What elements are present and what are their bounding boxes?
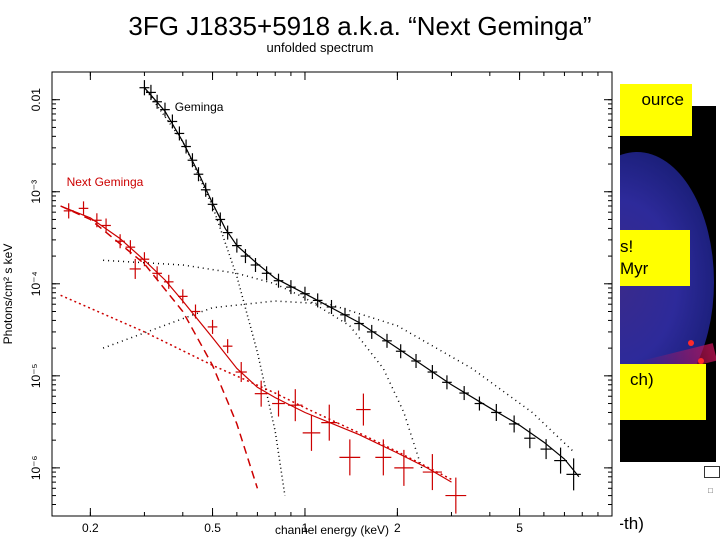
spectrum-chart: unfolded spectrum channel energy (keV) Pho…: [1, 40, 613, 537]
geminga-data-point: [286, 280, 296, 295]
geminga-data-point: [261, 266, 272, 281]
sky-source-dot: [688, 340, 694, 346]
next-geminga-data-point: [222, 339, 233, 354]
y-tick-label: 10⁻⁵: [29, 363, 43, 388]
geminga-data-point: [222, 225, 233, 240]
geminga-model-component: [102, 300, 575, 453]
geminga-data-point: [395, 344, 406, 359]
x-tick-label: 5: [516, 521, 523, 535]
geminga-data-point: [200, 182, 211, 197]
x-tick-label: 2: [394, 521, 401, 535]
geminga-data-point: [566, 458, 581, 491]
note-age-line-1: s!: [620, 237, 634, 256]
x-tick-label: 0.2: [82, 521, 99, 535]
y-tick-label: 10⁻³: [29, 180, 43, 204]
geminga-data-point: [382, 333, 392, 348]
plot-frame: [51, 71, 613, 517]
colorbar-box: [704, 466, 720, 478]
geminga-model-component: [103, 259, 423, 469]
next-geminga-data-point: [375, 439, 392, 476]
series-annotation: Next Geminga: [67, 175, 144, 189]
geminga-data-point: [427, 365, 438, 380]
next-geminga-data-point: [125, 240, 136, 255]
geminga-data-point: [232, 238, 242, 253]
y-axis-label: Photons/cm² s keV: [1, 244, 15, 345]
next-geminga-data-point: [235, 362, 247, 383]
geminga-data-point: [145, 84, 156, 101]
next-geminga-data-point: [177, 289, 188, 304]
geminga-data-point: [273, 273, 284, 288]
geminga-model-line: [143, 87, 580, 478]
slide-title: 3FG J1835+5918 a.k.a. “Next Geminga”: [128, 11, 592, 41]
next-geminga-data-point: [190, 304, 201, 319]
geminga-data-point: [187, 153, 198, 168]
geminga-data-point: [152, 94, 162, 109]
geminga-data-point: [167, 114, 178, 129]
geminga-data-point: [491, 403, 502, 421]
next-geminga-data-point: [78, 201, 89, 216]
geminga-data-point: [508, 415, 520, 433]
next-geminga-data-point: [288, 389, 303, 422]
geminga-data-point: [411, 353, 421, 368]
next-geminga-data-point: [422, 454, 442, 491]
next-geminga-model-line: [60, 205, 452, 483]
next-geminga-data-point: [101, 218, 111, 233]
geminga-data-point: [326, 299, 337, 314]
geminga-data-point: [207, 197, 218, 212]
geminga-data-point: [474, 396, 485, 411]
geminga-data-point: [174, 126, 185, 141]
geminga-data-point: [139, 80, 150, 96]
series-annotation: Geminga: [175, 100, 224, 114]
next-geminga-data-point: [339, 439, 361, 476]
x-tick-label: 0.5: [204, 521, 221, 535]
next-geminga-data-point: [163, 274, 174, 289]
y-tick-label: 10⁻⁶: [29, 456, 43, 481]
geminga-data-point: [193, 167, 204, 182]
geminga-data-point: [366, 324, 377, 339]
next-geminga-data-point: [139, 252, 150, 267]
next-geminga-data-point: [115, 234, 125, 249]
y-tick-label: 0.01: [29, 88, 43, 112]
geminga-data-point: [312, 293, 323, 308]
geminga-data-point: [442, 375, 452, 390]
geminga-data-point: [524, 428, 536, 449]
x-axis-label: channel energy (keV): [275, 523, 389, 537]
geminga-data-point: [215, 212, 226, 227]
geminga-data-point: [554, 447, 567, 474]
geminga-data-point: [540, 439, 552, 460]
next-geminga-data-point: [272, 390, 285, 417]
spectrum-plot: unfolded spectrum channel energy (keV) Pho…: [0, 40, 620, 540]
chart-title: unfolded spectrum: [267, 40, 374, 55]
sky-source-dot: [698, 358, 704, 364]
x-tick-label: 1: [302, 521, 309, 535]
geminga-data-point: [181, 139, 191, 154]
geminga-model-component: [143, 87, 286, 496]
geminga-data-point: [354, 316, 364, 331]
y-tick-label: 10⁻⁴: [29, 271, 43, 296]
colorbar-mark: □: [708, 486, 713, 495]
next-geminga-data-point: [254, 380, 268, 407]
geminga-data-point: [250, 258, 261, 273]
next-geminga-data-point: [207, 319, 218, 334]
next-geminga-data-point: [445, 477, 467, 514]
next-geminga-data-point: [129, 258, 141, 279]
next-geminga-data-point: [356, 393, 371, 426]
next-geminga-data-point: [63, 203, 74, 219]
geminga-data-point: [340, 307, 350, 322]
geminga-data-point: [300, 286, 310, 301]
next-geminga-data-point: [152, 266, 162, 281]
next-geminga-data-point: [394, 449, 414, 486]
note-age-line-2: Myr: [620, 259, 649, 278]
geminga-data-point: [160, 102, 170, 117]
geminga-data-point: [459, 386, 469, 401]
next-geminga-data-point: [321, 404, 338, 441]
next-geminga-data-point: [92, 213, 102, 228]
geminga-data-point: [240, 249, 251, 264]
next-geminga-model-component: [60, 205, 259, 489]
next-geminga-data-point: [302, 414, 321, 451]
